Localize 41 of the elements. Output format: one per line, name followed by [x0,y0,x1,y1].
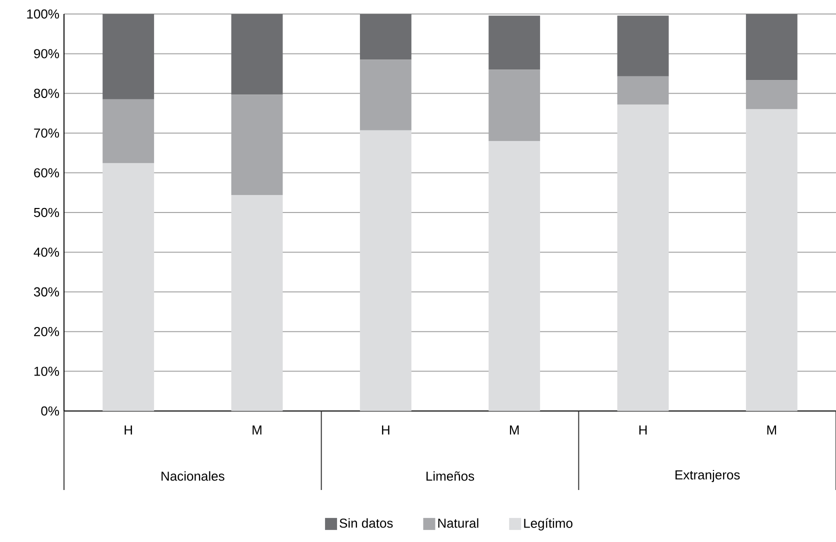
legend-label: Natural [438,518,478,528]
bar [488,141,540,411]
text: Limeños [426,471,474,481]
bar [617,104,669,411]
bar [746,80,798,110]
y-tick-label: 90% [34,49,59,58]
y-tick-label: 40% [34,248,59,257]
bar [617,16,669,76]
bar [488,70,540,142]
bar [360,14,412,60]
bar [231,94,283,196]
y-tick-label: 0% [41,406,59,416]
bar [746,14,798,80]
bar [488,16,540,70]
y-tick-label: 80% [34,88,59,98]
legend-label: Legítimo [524,518,572,530]
x-tick-label: M [510,426,519,434]
bar [746,109,798,411]
y-tick-label: 20% [34,326,59,336]
y-tick-label: 70% [34,128,59,138]
bar [231,195,283,411]
bar [231,14,283,95]
bar [102,163,154,411]
bar [360,130,412,411]
bar [617,76,669,105]
y-tick-label: 10% [34,366,59,376]
x-tick-label: H [639,426,647,434]
y-tick-label: 60% [34,168,59,178]
y-tick-label: 100% [27,9,59,19]
bar [360,60,412,130]
x-tick-label: H [382,426,390,434]
bar [102,99,154,164]
text: Extranjeros [676,470,740,482]
y-tick-label: 50% [34,208,59,218]
bar [102,14,154,100]
legend-label: Sin datos [340,518,393,528]
x-tick-label: H [124,426,132,434]
x-tick-label: M [767,426,776,434]
y-tick-label: 30% [34,287,59,296]
text: Nacionales [162,471,224,481]
x-tick-label: M [252,426,262,434]
